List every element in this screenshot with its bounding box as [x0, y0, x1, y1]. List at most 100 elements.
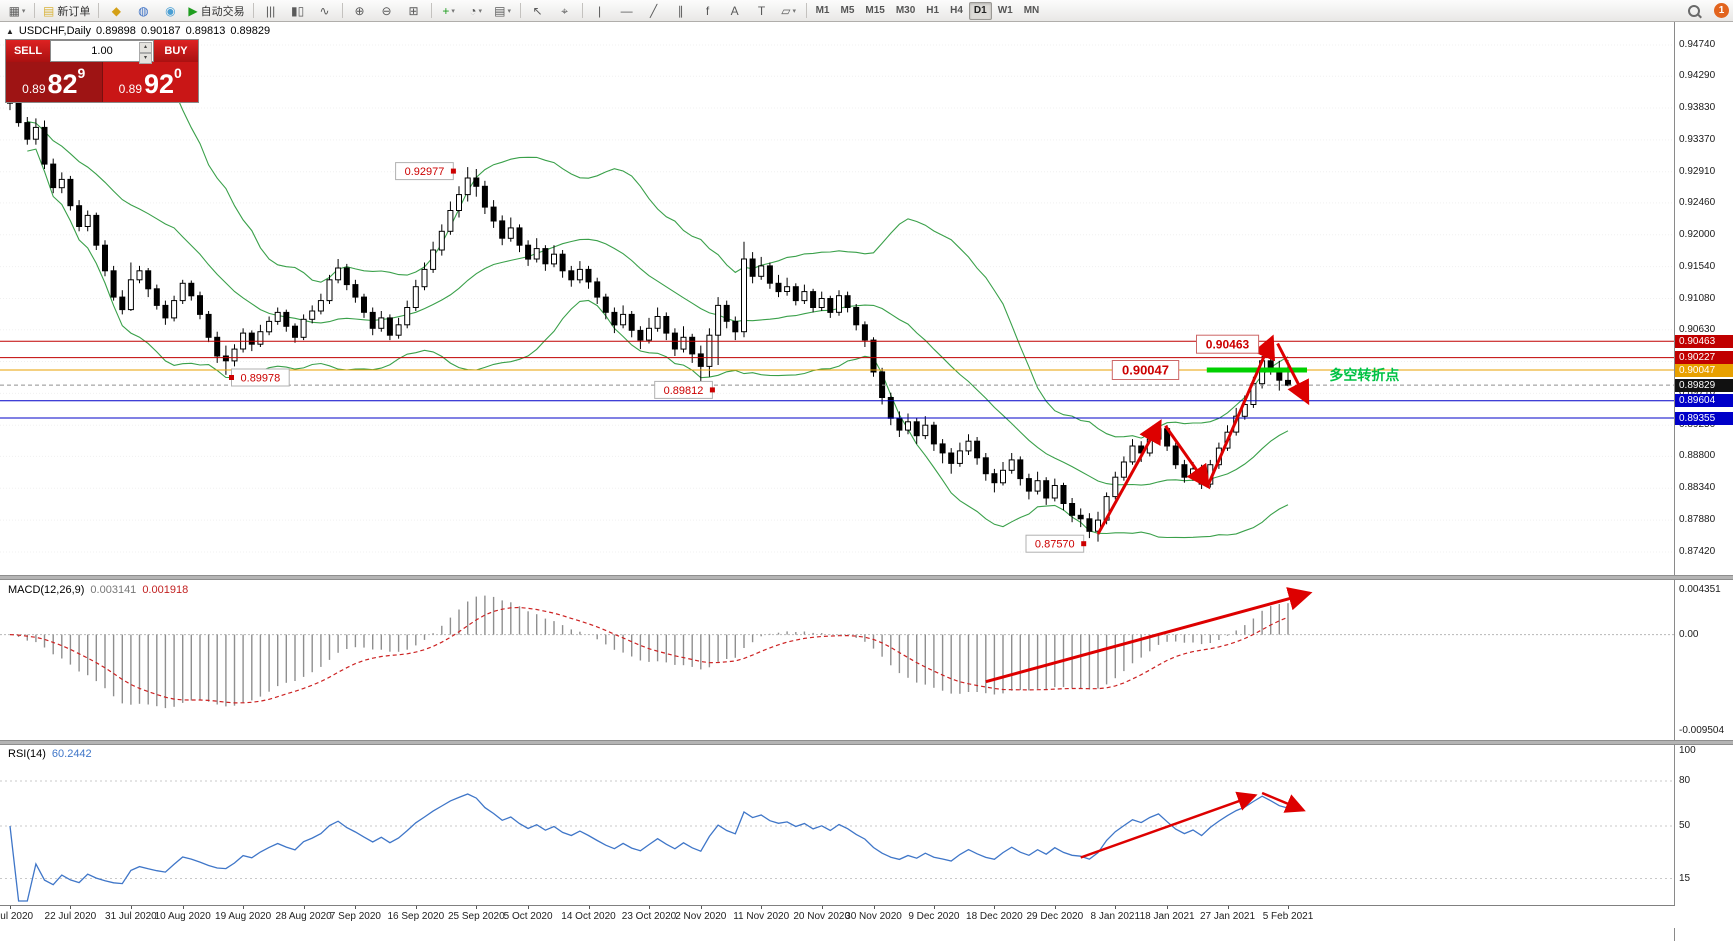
buy-price-big: 92: [144, 69, 175, 100]
text-button[interactable]: A: [722, 1, 748, 21]
toolbar: ▦ ▾ ▤ 新订单 ◆ ◍ ◉ ▶ 自动交易 ||| ▮▯ ∿ ⊕ ⊖ ⊞ + ▾ ◔ ▾ ▤ ▾ ↖ ⌖ | ― ╱ ∥ f A T ▱ ▾…: [0, 0, 1733, 22]
macd-signal-value: 0.001918: [142, 584, 189, 596]
symbol-label: USDCHF,Daily: [18, 25, 92, 37]
channel-glyph: ∥: [677, 3, 684, 18]
volume-up-icon[interactable]: ▴: [139, 42, 152, 53]
date-tick-mark: [182, 906, 184, 909]
chevron-down-icon: ▾: [21, 7, 26, 15]
timeframe-m15[interactable]: M15: [865, 5, 885, 16]
date-tick: 22 Jul 2020: [44, 911, 97, 922]
price-annotation-box[interactable]: [1111, 360, 1180, 380]
rsi-value: 60.2442: [51, 748, 92, 760]
candle-chart-glyph: ▮▯: [290, 3, 305, 18]
chart-canvas[interactable]: 多空转折点 0.92977 0.89978 0.89812 0.87570 0.90047…: [0, 22, 1675, 941]
channel-button[interactable]: ∥: [668, 1, 694, 21]
open-value: 0.89898: [96, 25, 136, 37]
line-chart-button[interactable]: ∿: [312, 1, 338, 21]
trend-arrow[interactable]: [1096, 419, 1162, 535]
price-tick: 0.87420: [1679, 546, 1716, 557]
crosshair-button[interactable]: ⌖: [552, 1, 578, 21]
price-annotation-text: 0.92977: [405, 166, 445, 178]
navigator-icon[interactable]: ◉: [157, 1, 183, 21]
price-axis[interactable]: 0.94740 0.94290 0.93830 0.93370 0.92910 0.924…: [1674, 22, 1733, 941]
metaeditor-icon[interactable]: ◆: [103, 1, 129, 21]
tile-windows-glyph: ⊞: [408, 3, 419, 18]
new-chart-button[interactable]: ▦ ▾: [4, 1, 30, 21]
price-annotation-text: 0.89978: [241, 372, 281, 384]
date-tick-mark: [528, 906, 530, 909]
timeframe-m1[interactable]: M1: [815, 5, 830, 16]
candle-chart-button[interactable]: ▮▯: [285, 1, 311, 21]
indicators-button[interactable]: + ▾: [436, 1, 462, 21]
rsi-axis-tick: 80: [1679, 775, 1691, 786]
panel-separator[interactable]: [0, 740, 1733, 745]
sell-button[interactable]: SELL: [6, 40, 50, 62]
periods-glyph: ◔: [469, 3, 477, 18]
timeframe-mn[interactable]: MN: [1023, 5, 1040, 16]
timeframe-h4[interactable]: H4: [950, 5, 963, 16]
rsi-trend-arrow[interactable]: [1080, 791, 1258, 859]
trend-arrow[interactable]: [1164, 425, 1211, 490]
candlesticks: [7, 85, 1291, 542]
label-button[interactable]: T: [749, 1, 775, 21]
trendline-button[interactable]: ╱: [641, 1, 667, 21]
chevron-down-icon: ▾: [507, 7, 511, 15]
volume-input[interactable]: [51, 41, 153, 61]
price-annotation-box[interactable]: [1196, 334, 1260, 354]
date-tick-mark: [933, 906, 935, 909]
market-watch-icon[interactable]: ◍: [130, 1, 156, 21]
timeframe-w1[interactable]: W1: [997, 5, 1013, 16]
date-tick: 19 Aug 2020: [215, 911, 272, 922]
zoom-in-button[interactable]: ⊕: [347, 1, 373, 21]
search-icon[interactable]: [1681, 1, 1707, 21]
buy-price-panel[interactable]: 0.89 92 0: [101, 62, 198, 102]
collapse-icon[interactable]: ▲: [6, 26, 14, 36]
date-tick-mark: [588, 906, 590, 909]
horizontal-line-glyph: ―: [620, 3, 633, 18]
shapes-button[interactable]: ▱ ▾: [776, 1, 802, 21]
toolbar-separator: [581, 3, 583, 18]
templates-button[interactable]: ▤ ▾: [490, 1, 516, 21]
buy-price-sup: 0: [174, 65, 182, 81]
date-tick-mark: [873, 906, 875, 909]
autotrading-button[interactable]: ▶ 自动交易: [184, 1, 248, 21]
horizontal-line-button[interactable]: ―: [614, 1, 640, 21]
timeframe-m5[interactable]: M5: [840, 5, 855, 16]
bar-chart-button[interactable]: |||: [258, 1, 284, 21]
fibonacci-button[interactable]: f: [695, 1, 721, 21]
date-tick-mark: [1227, 906, 1229, 909]
notification-badge[interactable]: 1: [1714, 3, 1729, 18]
vertical-line-glyph: |: [598, 3, 602, 18]
rsi-axis-tick: 100: [1679, 745, 1696, 756]
date-tick: 5 Oct 2020: [503, 911, 553, 922]
timeframe-h1[interactable]: H1: [926, 5, 940, 16]
volume-down-icon[interactable]: ▾: [139, 53, 152, 64]
price-tag: 0.89829: [1675, 378, 1733, 392]
sell-price-panel[interactable]: 0.89 82 9: [6, 62, 102, 102]
price-annotation-text: 0.89812: [664, 385, 704, 397]
pivot-note[interactable]: 多空转折点: [1329, 367, 1399, 383]
toolbar-separator: [34, 3, 35, 18]
tile-windows-button[interactable]: ⊞: [401, 1, 427, 21]
rsi-trend-arrow[interactable]: [1261, 791, 1306, 813]
macd-signal-line: [9, 606, 1289, 704]
new-order-button[interactable]: ▤ 新订单: [39, 1, 94, 21]
timeframe-d1[interactable]: D1: [968, 1, 992, 20]
trend-arrow[interactable]: [1276, 342, 1310, 406]
trend-arrow[interactable]: [1207, 334, 1276, 485]
vertical-line-button[interactable]: |: [587, 1, 613, 21]
timeframe-m30[interactable]: M30: [895, 5, 916, 16]
macd-panel: [0, 595, 1675, 709]
price-annotation-text: 0.90047: [1122, 363, 1169, 378]
buy-button[interactable]: BUY: [154, 40, 198, 62]
close-value: 0.89829: [230, 25, 271, 37]
cursor-glyph: ↖: [532, 3, 543, 18]
panel-separator[interactable]: [0, 575, 1733, 580]
indicators-glyph: +: [442, 3, 450, 18]
cursor-button[interactable]: ↖: [525, 1, 551, 21]
periods-button[interactable]: ◔ ▾: [463, 1, 489, 21]
zoom-out-button[interactable]: ⊖: [374, 1, 400, 21]
macd-trend-arrow[interactable]: [985, 587, 1313, 684]
